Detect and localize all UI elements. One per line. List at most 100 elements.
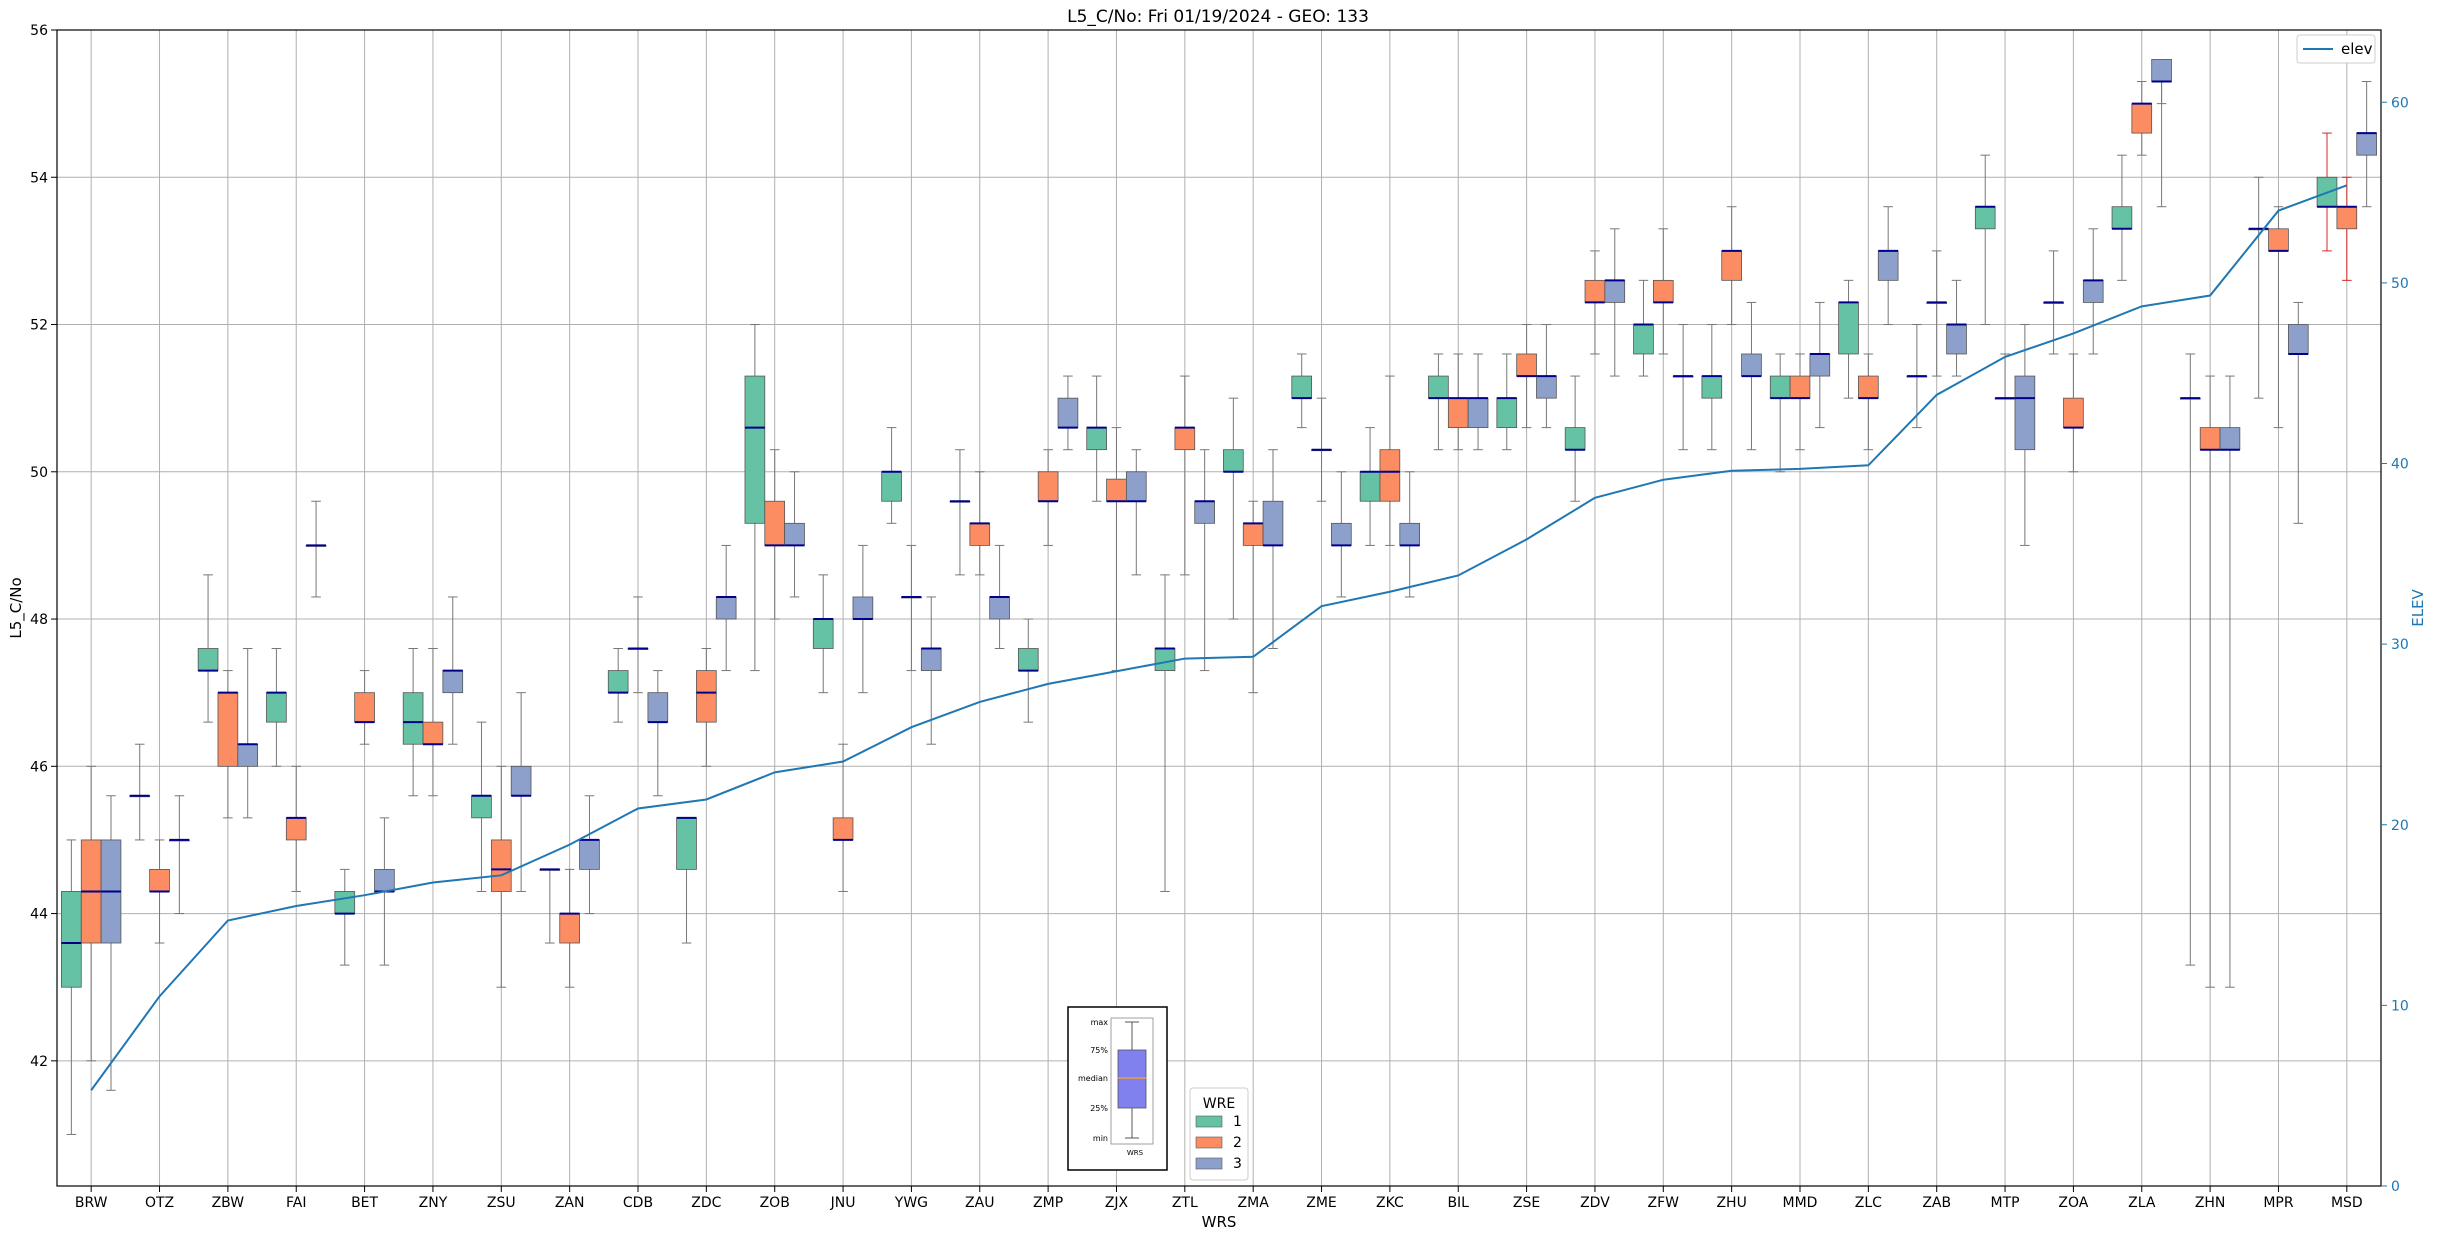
y2-tick-label: 0 — [2391, 1179, 2400, 1195]
y-tick-label: 50 — [30, 465, 48, 481]
box-wre3 — [1877, 250, 1899, 281]
wre-legend-swatch-3 — [1195, 1157, 1223, 1170]
box-wre2 — [1584, 279, 1606, 303]
box-wre2 — [2131, 103, 2153, 134]
box-wre3 — [784, 522, 805, 546]
box-wre1 — [744, 375, 766, 524]
x-tick-label: MTP — [1991, 1195, 2020, 1211]
box-wre3 — [2356, 132, 2377, 156]
x-tick-label: MSD — [2331, 1195, 2363, 1211]
box-wre3 — [2219, 427, 2241, 451]
key-label-max: max — [1091, 1018, 1109, 1027]
box-wre2 — [490, 839, 512, 892]
box-wre2 — [1516, 353, 1537, 377]
x-tick-label: ZMA — [1238, 1195, 1270, 1211]
y-tick-label: 52 — [30, 318, 48, 334]
x-tick-label: ZAB — [1922, 1195, 1951, 1211]
box-wre2 — [559, 913, 580, 944]
x-tick-label: ZAN — [555, 1195, 585, 1211]
box-wre2 — [1242, 522, 1264, 546]
y2-axis-label: ELEV — [2409, 588, 2427, 626]
x-tick-label: ZDV — [1580, 1195, 1610, 1211]
box-wre1 — [1974, 206, 1996, 230]
box-wre3 — [510, 765, 532, 797]
box-wre1 — [1428, 375, 1449, 399]
box-plots — [61, 59, 2377, 1135]
box-wre3 — [852, 596, 874, 620]
box-wre2 — [354, 692, 375, 723]
x-tick-label: ZMP — [1033, 1195, 1063, 1211]
x-axis-label: WRS — [1202, 1213, 1237, 1231]
box-wre2 — [1037, 471, 1059, 502]
y-axis: 42 44 46 48 50 52 54 56 — [30, 23, 57, 1070]
y2-tick-label: 10 — [2391, 998, 2409, 1014]
x-tick-label: ZAU — [965, 1195, 994, 1211]
x-tick-label: ZFW — [1648, 1195, 1680, 1211]
x-tick-label: FAI — [286, 1195, 306, 1211]
key-label-min: min — [1093, 1134, 1108, 1143]
box-wre2 — [1652, 279, 1674, 303]
box-wre3 — [237, 743, 259, 767]
box-wre1 — [881, 471, 902, 502]
chart-title: L5_C/No: Fri 01/19/2024 - GEO: 133 — [1067, 7, 1369, 27]
x-tick-label: ZOB — [760, 1195, 790, 1211]
box-wre3 — [1331, 522, 1352, 546]
box-wre2 — [764, 500, 786, 546]
y-tick-label: 42 — [30, 1054, 48, 1070]
box-wre1 — [1291, 375, 1313, 399]
box-wre2 — [1379, 449, 1401, 502]
x-tick-label: ZHN — [2195, 1195, 2226, 1211]
y-tick-label: 56 — [30, 23, 48, 39]
y-tick-label: 54 — [30, 170, 48, 186]
wre-legend-label-3: 3 — [1233, 1156, 1242, 1172]
x-tick-label: OTZ — [145, 1195, 174, 1211]
box-wre1 — [1633, 324, 1654, 355]
x-tick-label: ZLA — [2128, 1195, 2156, 1211]
box-wre3 — [2151, 59, 2172, 82]
box-wre1 — [676, 817, 697, 870]
box-wre2 — [2199, 427, 2221, 451]
box-wre2 — [1106, 478, 1127, 502]
box-wre1 — [61, 891, 82, 988]
elev-line — [90, 184, 2348, 1091]
key-label-75: 75% — [1090, 1046, 1108, 1055]
box-wre1 — [1086, 427, 1107, 451]
box-wre2 — [1789, 375, 1811, 399]
box-wre3 — [579, 839, 600, 870]
x-tick-label: BIL — [1447, 1195, 1469, 1211]
box-wre1 — [266, 692, 287, 723]
box-wre3 — [1809, 353, 1831, 377]
y2-tick-label: 60 — [2391, 95, 2409, 111]
x-tick-label: BET — [351, 1195, 378, 1211]
x-tick-label: ZKC — [1376, 1195, 1404, 1211]
box-wre1 — [607, 670, 629, 694]
box-wre3 — [989, 596, 1010, 620]
wre-legend: WRE 1 2 3 — [1189, 1087, 1249, 1181]
box-wre1 — [2111, 206, 2133, 230]
box-wre3 — [1946, 324, 1967, 355]
box-wre1 — [1223, 449, 1244, 473]
box-wre3 — [1194, 500, 1215, 524]
box-wre2 — [1721, 250, 1742, 281]
box-wre1 — [1564, 427, 1586, 451]
wre-legend-title: WRE — [1203, 1096, 1235, 1112]
wre-legend-label-2: 2 — [1233, 1135, 1242, 1151]
box-wre1 — [402, 692, 424, 745]
x-tick-label: CDB — [623, 1195, 653, 1211]
y2-tick-label: 40 — [2391, 457, 2409, 473]
x-tick-label: ZTL — [1172, 1195, 1198, 1211]
y2-axis: 0 10 20 30 40 50 60 — [2381, 95, 2409, 1195]
box-wre2 — [832, 817, 854, 841]
box-wre1 — [334, 891, 356, 914]
y-tick-label: 44 — [30, 907, 48, 923]
box-wre1 — [1496, 397, 1518, 429]
key-xlabel: WRS — [1127, 1149, 1144, 1157]
box-wre3 — [715, 596, 737, 620]
box-wre1 — [1838, 302, 1859, 355]
box-wre3 — [1057, 397, 1079, 429]
box-wre2 — [1174, 427, 1196, 451]
x-tick-label: ZSU — [487, 1195, 516, 1211]
x-tick-label: ZME — [1306, 1195, 1337, 1211]
box-wre2 — [2063, 397, 2084, 429]
boxplot-key-inset: max 75% median 25% min WRS — [1067, 1006, 1168, 1171]
